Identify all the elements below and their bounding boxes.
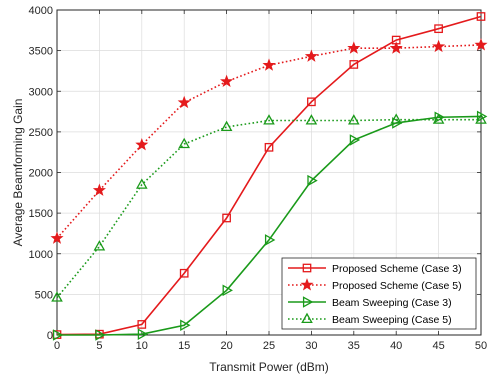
legend-item: Proposed Scheme (Case 3) <box>288 263 462 275</box>
y-tick-label: 1000 <box>29 249 53 261</box>
legend-item: Proposed Scheme (Case 5) <box>288 278 462 292</box>
x-tick-label: 20 <box>220 340 232 352</box>
square-marker <box>476 12 486 21</box>
y-tick-label: 2000 <box>29 168 53 180</box>
series-line <box>56 44 482 239</box>
triangle-right-marker <box>222 284 233 297</box>
square-marker <box>307 97 316 107</box>
legend: Proposed Scheme (Case 3) Proposed Scheme … <box>281 257 477 330</box>
y-tick-label: 0 <box>47 330 53 342</box>
triangle-up-marker <box>432 113 445 124</box>
x-tick-label: 25 <box>263 340 275 352</box>
square-marker <box>179 268 189 278</box>
series-4 <box>51 113 487 302</box>
series-line <box>56 118 481 299</box>
triangle-right-marker <box>476 110 488 123</box>
triangle-up-marker <box>347 114 360 125</box>
legend-label: Proposed Scheme (Case 3) <box>332 263 462 275</box>
square-marker <box>222 213 231 223</box>
triangle-up-marker <box>390 113 403 124</box>
legend-item: Beam Sweeping (Case 5) <box>288 312 452 326</box>
star-marker <box>50 231 64 244</box>
square-marker <box>349 60 359 69</box>
y-tick-label: 1500 <box>29 208 53 220</box>
series-line <box>57 115 482 336</box>
x-tick-label: 40 <box>390 340 402 352</box>
triangle-right-marker <box>180 319 191 332</box>
triangle-right-marker <box>137 328 149 340</box>
triangle-right-marker <box>52 329 64 341</box>
triangle-right-marker <box>307 174 318 187</box>
legend-item: Beam Sweeping (Case 3) <box>288 296 452 309</box>
legend-label: Beam Sweeping (Case 5) <box>332 314 452 326</box>
star-marker <box>300 278 314 291</box>
y-tick-label: 2500 <box>29 127 53 139</box>
series-layer <box>50 12 488 341</box>
triangle-up-marker <box>220 120 233 132</box>
legend-label: Beam Sweeping (Case 3) <box>332 297 452 309</box>
star-marker <box>262 58 276 71</box>
x-tick-label: 5 <box>96 340 102 352</box>
x-tick-label: 45 <box>432 340 444 352</box>
square-marker <box>434 24 443 34</box>
series-line <box>56 15 482 336</box>
x-tick-label: 10 <box>136 340 148 352</box>
square-marker <box>137 320 147 329</box>
star-marker <box>432 39 446 53</box>
series-2 <box>50 38 488 244</box>
legend-box <box>281 257 477 330</box>
x-tick-label: 15 <box>178 340 190 352</box>
x-tick-label: 35 <box>348 340 360 352</box>
triangle-up-marker <box>263 114 275 125</box>
triangle-up-marker <box>135 178 148 189</box>
y-tick-label: 3000 <box>29 86 53 98</box>
y-tick-label: 500 <box>35 289 53 301</box>
star-marker <box>135 138 149 151</box>
triangle-up-marker <box>305 114 318 125</box>
x-axis-label: Transmit Power (dBm) <box>209 360 329 374</box>
x-tick-label: 0 <box>54 340 60 352</box>
triangle-right-marker <box>349 134 361 146</box>
star-marker <box>347 41 361 54</box>
triangle-up-marker <box>51 291 63 302</box>
triangle-right-marker <box>95 329 106 341</box>
star-marker <box>220 74 234 88</box>
star-marker <box>389 41 403 54</box>
axis-ticks: 0 5 10 15 20 25 30 35 40 45 5005001000150020002500… <box>29 5 488 352</box>
square-marker <box>302 263 312 273</box>
y-tick-label: 4000 <box>29 5 53 17</box>
star-marker <box>304 49 318 62</box>
star-marker <box>177 95 191 109</box>
y-tick-label: 3500 <box>29 46 53 58</box>
x-tick-label: 30 <box>305 340 317 352</box>
star-marker <box>92 183 106 196</box>
square-marker <box>264 142 274 152</box>
triangle-up-marker <box>93 240 106 251</box>
triangle-up-marker <box>301 312 313 324</box>
legend-label: Proposed Scheme (Case 5) <box>332 280 462 292</box>
triangle-right-marker <box>302 296 314 308</box>
star-marker <box>474 38 488 51</box>
triangle-up-marker <box>475 113 487 124</box>
x-tick-label: 50 <box>475 340 487 352</box>
triangle-up-marker <box>178 137 191 149</box>
triangle-right-marker <box>264 234 276 246</box>
y-axis-label: Average Beamforming Gain <box>11 99 25 247</box>
